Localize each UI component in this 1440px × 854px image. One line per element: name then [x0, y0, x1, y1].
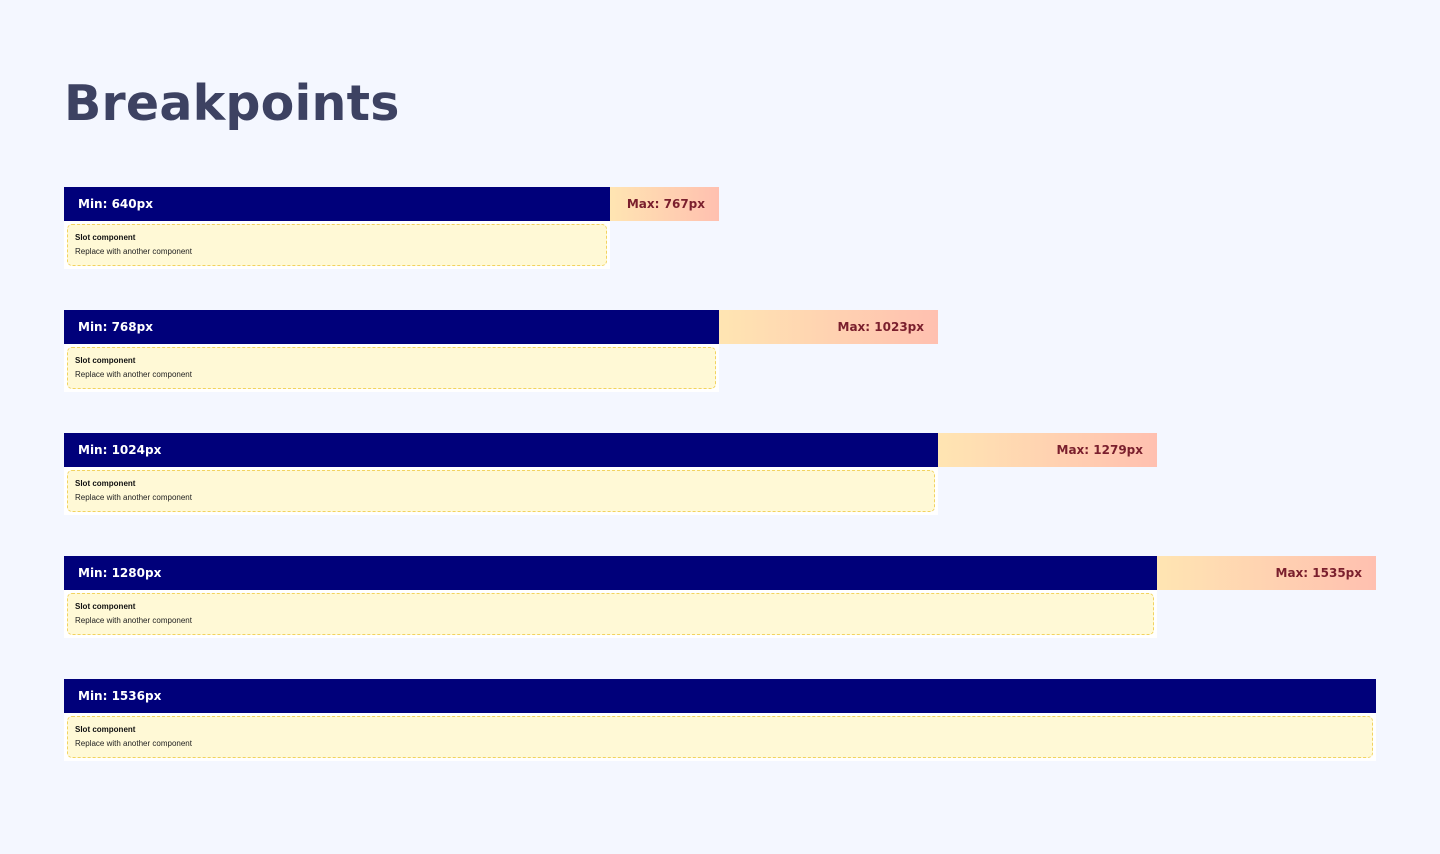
breakpoint-min-block: Min: 768px Slot component Replace with a… — [64, 310, 719, 394]
slot-wrapper: Slot component Replace with another comp… — [64, 344, 719, 392]
breakpoint-max-bar: Max: 1279px — [938, 433, 1157, 467]
breakpoint-min-bar: Min: 768px — [64, 310, 719, 344]
slot-wrapper: Slot component Replace with another comp… — [64, 221, 610, 269]
slot-title: Slot component — [75, 725, 136, 734]
slot-component[interactable]: Slot component Replace with another comp… — [67, 470, 935, 512]
breakpoint-min-block: Min: 1536px Slot component Replace with … — [64, 679, 1376, 763]
breakpoint-row-1280: Min: 1280px Slot component Replace with … — [64, 556, 1376, 640]
breakpoint-min-bar: Min: 640px — [64, 187, 610, 221]
breakpoint-min-block: Min: 640px Slot component Replace with a… — [64, 187, 610, 271]
slot-title: Slot component — [75, 233, 136, 242]
breakpoint-max-bar: Max: 1535px — [1157, 556, 1376, 590]
slot-component[interactable]: Slot component Replace with another comp… — [67, 347, 716, 389]
slot-description: Replace with another component — [75, 739, 192, 748]
slot-wrapper: Slot component Replace with another comp… — [64, 713, 1376, 761]
breakpoint-row-1024: Min: 1024px Slot component Replace with … — [64, 433, 1157, 517]
breakpoint-min-bar: Min: 1536px — [64, 679, 1376, 713]
breakpoint-min-block: Min: 1024px Slot component Replace with … — [64, 433, 938, 517]
slot-component[interactable]: Slot component Replace with another comp… — [67, 224, 607, 266]
breakpoint-row-768: Min: 768px Slot component Replace with a… — [64, 310, 938, 394]
slot-component[interactable]: Slot component Replace with another comp… — [67, 716, 1373, 758]
slot-title: Slot component — [75, 356, 136, 365]
breakpoint-min-bar: Min: 1024px — [64, 433, 938, 467]
slot-description: Replace with another component — [75, 493, 192, 502]
breakpoint-row-1536: Min: 1536px Slot component Replace with … — [64, 679, 1376, 763]
slot-description: Replace with another component — [75, 370, 192, 379]
slot-description: Replace with another component — [75, 247, 192, 256]
breakpoint-row-640: Min: 640px Slot component Replace with a… — [64, 187, 719, 271]
slot-wrapper: Slot component Replace with another comp… — [64, 467, 938, 515]
page-title: Breakpoints — [64, 75, 400, 132]
breakpoint-min-block: Min: 1280px Slot component Replace with … — [64, 556, 1157, 640]
slot-component[interactable]: Slot component Replace with another comp… — [67, 593, 1154, 635]
breakpoint-max-bar: Max: 1023px — [719, 310, 938, 344]
slot-wrapper: Slot component Replace with another comp… — [64, 590, 1157, 638]
slot-description: Replace with another component — [75, 616, 192, 625]
breakpoint-min-bar: Min: 1280px — [64, 556, 1157, 590]
slot-title: Slot component — [75, 602, 136, 611]
breakpoint-max-bar: Max: 767px — [610, 187, 719, 221]
slot-title: Slot component — [75, 479, 136, 488]
